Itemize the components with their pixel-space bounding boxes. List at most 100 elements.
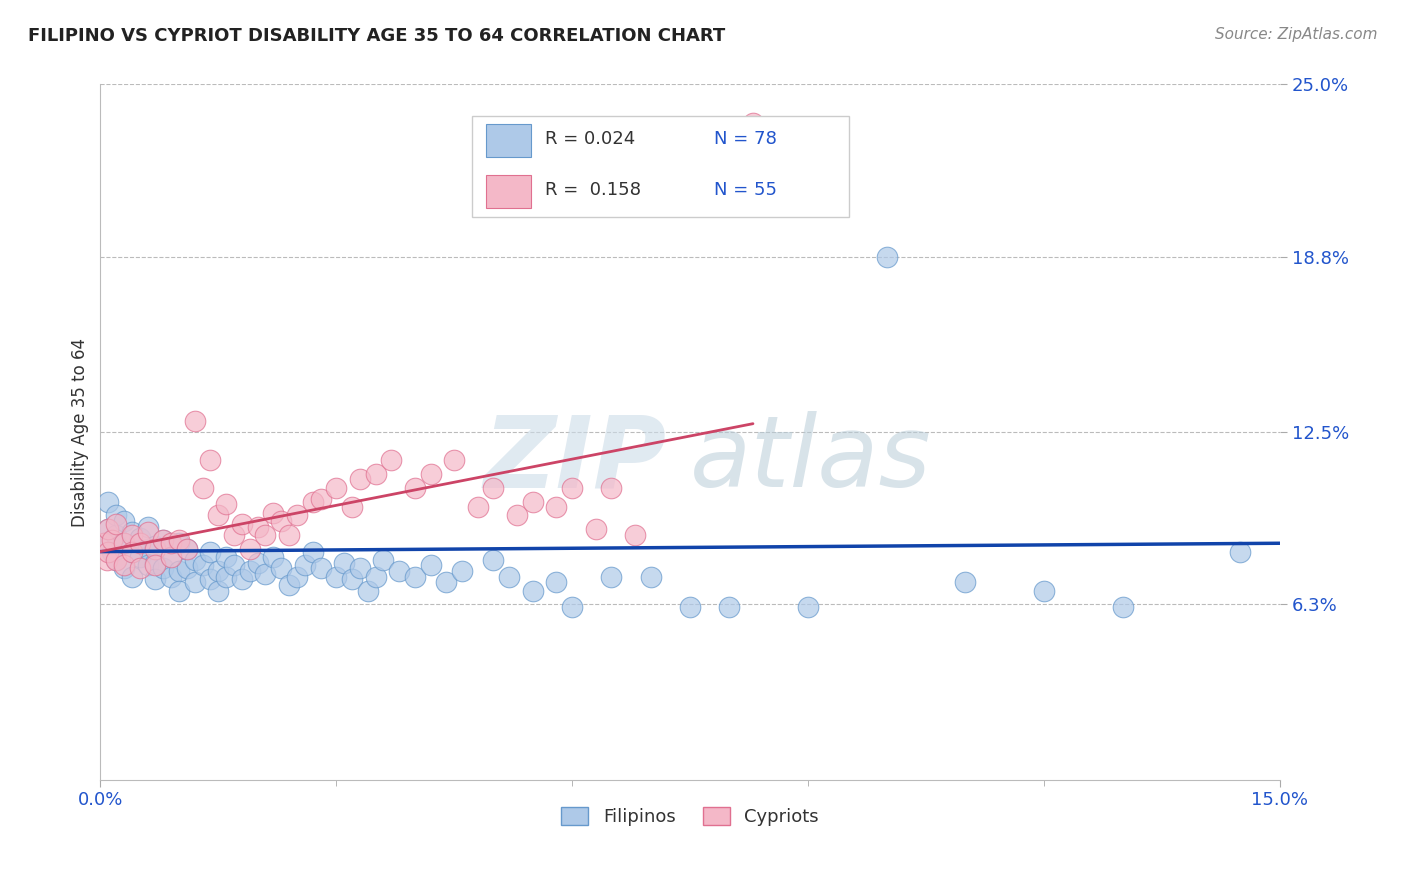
Point bbox=[215, 550, 238, 565]
Point bbox=[246, 556, 269, 570]
Point bbox=[167, 583, 190, 598]
Point bbox=[340, 500, 363, 515]
Text: FILIPINO VS CYPRIOT DISABILITY AGE 35 TO 64 CORRELATION CHART: FILIPINO VS CYPRIOT DISABILITY AGE 35 TO… bbox=[28, 27, 725, 45]
Point bbox=[325, 481, 347, 495]
Point bbox=[112, 536, 135, 550]
Point bbox=[285, 569, 308, 583]
Point bbox=[112, 558, 135, 573]
Point bbox=[145, 539, 167, 553]
Point bbox=[451, 564, 474, 578]
Legend: Filipinos, Cypriots: Filipinos, Cypriots bbox=[554, 799, 827, 833]
Point bbox=[128, 550, 150, 565]
Point bbox=[97, 494, 120, 508]
Text: Source: ZipAtlas.com: Source: ZipAtlas.com bbox=[1215, 27, 1378, 42]
Point bbox=[561, 600, 583, 615]
Point bbox=[128, 536, 150, 550]
Text: ZIP: ZIP bbox=[484, 411, 666, 508]
Point bbox=[128, 531, 150, 545]
Point bbox=[718, 600, 741, 615]
Text: N = 55: N = 55 bbox=[714, 181, 776, 199]
Point bbox=[270, 561, 292, 575]
Point bbox=[254, 528, 277, 542]
Point bbox=[482, 553, 505, 567]
Point bbox=[145, 558, 167, 573]
Point bbox=[128, 561, 150, 575]
Point bbox=[105, 508, 128, 523]
Point bbox=[145, 556, 167, 570]
Point bbox=[215, 497, 238, 511]
Point bbox=[419, 558, 441, 573]
Point bbox=[357, 583, 380, 598]
Point bbox=[93, 536, 115, 550]
Point bbox=[1032, 583, 1054, 598]
Point bbox=[388, 564, 411, 578]
Text: R = 0.024: R = 0.024 bbox=[546, 130, 636, 148]
Point bbox=[121, 528, 143, 542]
Point bbox=[136, 541, 159, 556]
Point bbox=[112, 561, 135, 575]
Point bbox=[167, 536, 190, 550]
Point bbox=[364, 569, 387, 583]
Point bbox=[561, 481, 583, 495]
Point bbox=[97, 522, 120, 536]
Point bbox=[797, 600, 820, 615]
Point bbox=[97, 544, 120, 558]
Point bbox=[207, 508, 229, 523]
Point bbox=[105, 553, 128, 567]
Point bbox=[546, 500, 568, 515]
Point bbox=[278, 578, 301, 592]
Point bbox=[112, 514, 135, 528]
Point bbox=[309, 561, 332, 575]
Point bbox=[955, 575, 977, 590]
Point bbox=[600, 569, 623, 583]
FancyBboxPatch shape bbox=[486, 124, 531, 157]
Point bbox=[222, 558, 245, 573]
Point bbox=[121, 544, 143, 558]
Point bbox=[1111, 600, 1133, 615]
Point bbox=[222, 528, 245, 542]
Point bbox=[270, 514, 292, 528]
Point bbox=[167, 564, 190, 578]
Point bbox=[876, 250, 898, 264]
Point bbox=[254, 566, 277, 581]
Point bbox=[101, 544, 124, 558]
Point bbox=[167, 533, 190, 548]
Text: atlas: atlas bbox=[690, 411, 932, 508]
Point bbox=[404, 569, 426, 583]
Point bbox=[96, 553, 118, 567]
Point bbox=[160, 569, 183, 583]
Point bbox=[522, 583, 544, 598]
Point bbox=[285, 508, 308, 523]
Point bbox=[294, 558, 316, 573]
Point bbox=[183, 575, 205, 590]
Point bbox=[742, 116, 765, 130]
Point bbox=[349, 561, 371, 575]
Point bbox=[121, 525, 143, 540]
Point bbox=[105, 528, 128, 542]
Point bbox=[333, 556, 356, 570]
Point bbox=[506, 508, 529, 523]
Point bbox=[183, 414, 205, 428]
Point bbox=[380, 453, 402, 467]
Point bbox=[105, 553, 128, 567]
Point bbox=[191, 481, 214, 495]
Point bbox=[145, 573, 167, 587]
Point bbox=[482, 481, 505, 495]
Point bbox=[498, 569, 520, 583]
Point bbox=[101, 533, 124, 548]
Point bbox=[467, 500, 489, 515]
Point bbox=[278, 528, 301, 542]
Point bbox=[301, 494, 323, 508]
Point bbox=[145, 541, 167, 556]
Point bbox=[231, 516, 253, 531]
Point bbox=[160, 550, 183, 565]
Point bbox=[309, 491, 332, 506]
Point bbox=[640, 569, 662, 583]
Point bbox=[262, 550, 284, 565]
Point bbox=[160, 536, 183, 550]
Point bbox=[136, 525, 159, 540]
Point bbox=[262, 506, 284, 520]
Point bbox=[152, 561, 174, 575]
Point bbox=[246, 519, 269, 533]
Point bbox=[340, 573, 363, 587]
